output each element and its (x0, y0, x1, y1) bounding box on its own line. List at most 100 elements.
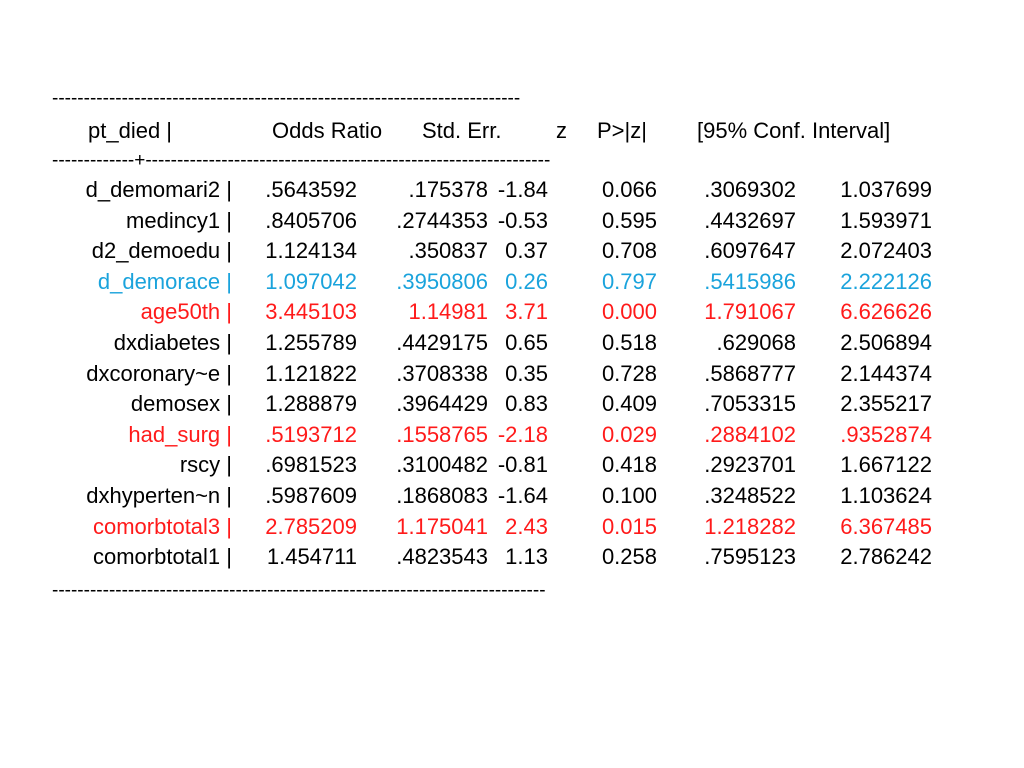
table-row: dxcoronary~e | 1.121822 .3708338 0.35 0.728.… (0, 359, 1024, 389)
cell-hi: 1.667122 (840, 452, 932, 478)
cell-z: 1.13 (505, 544, 548, 570)
table-row: dxhyperten~n | .5987609 .1868083 -1.64 0.100… (0, 481, 1024, 511)
cell-or: .8405706 (265, 207, 357, 233)
cell-lo: .2884102 (704, 421, 796, 447)
cell-or: 1.454711 (266, 544, 357, 570)
cell-label: dxdiabetes | (113, 330, 232, 355)
header-z: z (556, 118, 567, 143)
cell-label: rscy | (179, 452, 232, 478)
cell-z: 0.65 (505, 330, 548, 355)
cell-z: 2.43 (505, 513, 548, 539)
cell-z: 0.37 (505, 238, 548, 264)
cell-p: 0.258 (601, 544, 657, 570)
cell-se: 1.14981 (408, 299, 488, 325)
cell-lo: .6097647 (704, 238, 796, 264)
cell-se: .3964429 (396, 391, 488, 417)
cell-or: .5643592 (265, 177, 357, 202)
cell-p: 0.518 (601, 330, 657, 355)
cell-lo: .3069302 (704, 177, 796, 202)
table-row: dxdiabetes | 1.255789 .4429175 0.65 0.518 .62… (0, 328, 1024, 358)
cell-se: 1.175041 (396, 513, 488, 539)
cell-se: .175378 (408, 177, 488, 202)
cell-hi: 6.626626 (840, 299, 932, 325)
cell-label: comorbtotal1 | (92, 544, 232, 570)
cell-p: 0.418 (601, 452, 657, 478)
table-row: d_demomari2 | .5643592 .175378 -1.84 0.066 .3… (0, 175, 1024, 205)
cell-or: .6981523 (265, 452, 357, 478)
cell-lo: 1.791067 (704, 299, 796, 325)
header-rule: -------------+--------------------------… (52, 150, 551, 171)
cell-lo: .7595123 (704, 544, 796, 570)
cell-lo: .4432697 (704, 207, 796, 233)
cell-lo: .3248522 (704, 483, 796, 508)
cell-lo: .629068 (716, 330, 796, 355)
cell-or: 3.445103 (265, 299, 357, 325)
cell-z: 0.35 (505, 360, 548, 386)
cell-or: 2.785209 (265, 513, 357, 539)
cell-hi: 2.355217 (840, 391, 932, 417)
cell-label: dxcoronary~e | (86, 360, 232, 386)
cell-lo: 1.218282 (704, 513, 796, 539)
cell-hi: 1.593971 (840, 207, 932, 233)
cell-hi: 6.367485 (840, 513, 932, 539)
header-row: pt_died | Odds Ratio Std. Err. z P>|z| [… (0, 116, 1024, 146)
cell-hi: 2.072403 (840, 238, 932, 264)
cell-hi: 2.144374 (840, 360, 932, 386)
header-odds-ratio: Odds Ratio (272, 118, 383, 143)
cell-label: age50th | (140, 299, 232, 325)
cell-se: .4429175 (396, 330, 488, 355)
cell-label: comorbtotal3 | (92, 513, 232, 539)
table-row: medincy1 | .8405706 .2744353 -0.53 0.595 .443… (0, 206, 1024, 236)
cell-p: 0.000 (601, 299, 657, 325)
cell-z: -2.18 (497, 421, 548, 447)
cell-lo: .5868777 (704, 360, 796, 386)
cell-label: d_demomari2 | (85, 177, 232, 202)
cell-or: .5987609 (265, 483, 357, 508)
cell-or: 1.121822 (265, 360, 357, 386)
cell-label: medincy1 | (126, 207, 232, 233)
cell-se: .3950806 (396, 268, 488, 294)
cell-p: 0.029 (601, 421, 657, 447)
bottom-rule: ----------------------------------------… (52, 580, 546, 601)
cell-or: 1.124134 (265, 238, 357, 264)
cell-label: d_demorace | (97, 268, 232, 294)
table-row: d_demorace | 1.097042 .3950806 0.26 0.797 .54… (0, 267, 1024, 297)
cell-p: 0.100 (601, 483, 657, 508)
cell-label: d2_demoedu | (91, 238, 232, 264)
cell-p: 0.066 (601, 177, 657, 202)
cell-z: -0.53 (497, 207, 548, 233)
cell-hi: 2.222126 (840, 268, 932, 294)
cell-label: demosex | (130, 391, 232, 417)
cell-hi: 1.037699 (840, 177, 932, 202)
cell-lo: .5415986 (704, 268, 796, 294)
cell-z: -0.81 (497, 452, 548, 478)
cell-p: 0.728 (601, 360, 657, 386)
header-std-err: Std. Err. (422, 118, 502, 143)
header-variable: pt_died | (88, 118, 173, 143)
cell-hi: 2.506894 (840, 330, 932, 355)
cell-or: .5193712 (265, 421, 357, 447)
cell-hi: 1.103624 (840, 483, 932, 508)
table-row: demosex | 1.288879 .3964429 0.83 0.409 .70533… (0, 389, 1024, 419)
cell-or: 1.288879 (265, 391, 357, 417)
cell-se: .4823543 (396, 544, 488, 570)
cell-z: 0.83 (505, 391, 548, 417)
table-row: rscy | .6981523 .3100482 -0.81 0.418 .2923701… (0, 450, 1024, 480)
cell-se: .3100482 (396, 452, 488, 478)
top-rule: ----------------------------------------… (52, 88, 521, 109)
table-row: d2_demoedu | 1.124134 .350837 0.37 0.708 .609… (0, 236, 1024, 266)
cell-p: 0.409 (601, 391, 657, 417)
cell-z: 3.71 (505, 299, 548, 325)
cell-label: dxhyperten~n | (86, 483, 232, 508)
cell-lo: .7053315 (704, 391, 796, 417)
cell-p: 0.015 (601, 513, 657, 539)
cell-se: .1868083 (396, 483, 488, 508)
cell-hi: 2.786242 (840, 544, 932, 570)
cell-se: .2744353 (396, 207, 488, 233)
table-row: had_surg | .5193712 .1558765 -2.18 0.029 .288… (0, 420, 1024, 450)
cell-lo: .2923701 (704, 452, 796, 478)
cell-label: had_surg | (128, 421, 232, 447)
header-p: P>|z| (597, 118, 647, 143)
table-row: comorbtotal3 | 2.785209 1.175041 2.43 0.015 1… (0, 512, 1024, 542)
